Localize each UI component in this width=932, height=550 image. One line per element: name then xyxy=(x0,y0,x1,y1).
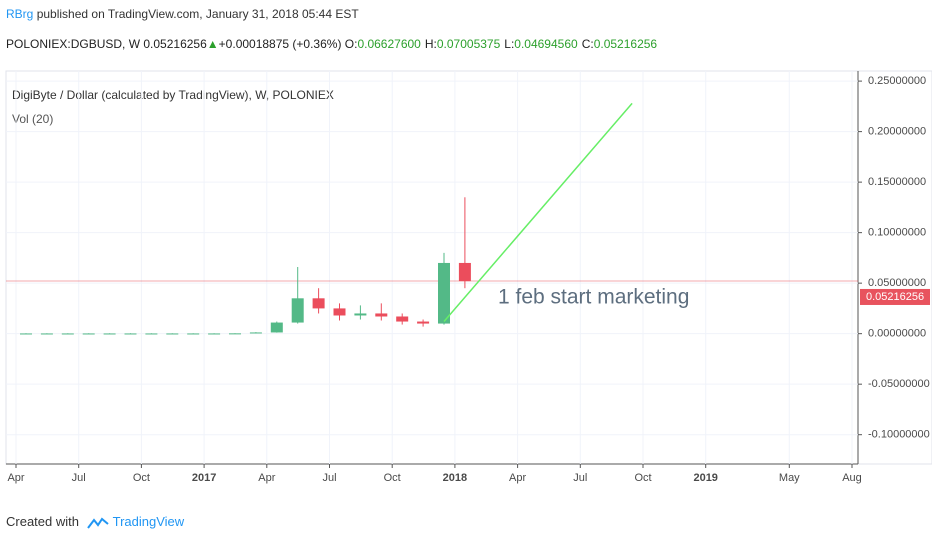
brand[interactable]: TradingView xyxy=(112,514,185,529)
ohlc-label: O: xyxy=(344,37,358,51)
candle-body xyxy=(20,333,32,335)
arrow: ▲ xyxy=(206,37,219,51)
ohlc-label: H: xyxy=(424,37,437,51)
last-price-box xyxy=(860,288,930,305)
candle-body xyxy=(291,298,304,323)
y-tick-label: 0.00000000 xyxy=(868,328,926,340)
y-tick-label: 0.25000000 xyxy=(868,75,926,87)
candle-body xyxy=(208,333,221,335)
annotation: 1 feb start marketing xyxy=(498,286,689,309)
symbol: POLONIEX:DGBUSD, W xyxy=(6,37,141,51)
candle-body xyxy=(40,333,53,335)
chart: DigiByte / Dollar (calculated by Trading… xyxy=(5,70,932,484)
footer: Created with TradingView xyxy=(6,514,184,530)
ohlc-value: 0.05216256 xyxy=(593,37,658,51)
trend-line xyxy=(443,102,633,323)
candle-body xyxy=(375,313,388,317)
x-tick-label: Oct xyxy=(384,472,401,484)
candle-body xyxy=(187,333,200,335)
candle-body xyxy=(229,333,241,335)
candle-body xyxy=(333,308,346,316)
x-tick-label: Apr xyxy=(509,472,526,484)
ohlc-label: C: xyxy=(581,37,594,51)
candle-body xyxy=(312,298,325,309)
x-tick-label: Oct xyxy=(634,472,651,484)
y-tick-label: 0.20000000 xyxy=(868,126,926,138)
candle-body xyxy=(417,321,430,324)
x-tick-label: Jul xyxy=(573,472,587,484)
ohlc-value: 0.06627600 xyxy=(357,37,421,51)
x-tick-label: Jul xyxy=(322,472,336,484)
logo xyxy=(86,517,109,529)
x-tick-label: Jul xyxy=(72,472,86,484)
y-tick-label: 0.10000000 xyxy=(868,227,926,239)
x-tick-label: May xyxy=(779,472,800,484)
created-with: Created with xyxy=(6,514,79,529)
candle-body xyxy=(249,332,262,334)
x-tick-label: 2018 xyxy=(443,472,467,484)
x-tick-label: 2017 xyxy=(192,472,216,484)
candle-body xyxy=(103,333,116,335)
published: published on TradingView.com, January 31… xyxy=(36,7,359,21)
x-tick-label: Apr xyxy=(258,472,275,484)
ohlc-label: L: xyxy=(504,37,515,51)
x-tick-label: Apr xyxy=(7,472,24,484)
ohlc: O:0.06627600 H:0.07005375 L:0.04694560 C:0.… xyxy=(345,37,657,51)
ohlc-value: 0.07005375 xyxy=(436,37,501,51)
last-price-label: 0.05216256 xyxy=(866,291,924,303)
candle-body xyxy=(82,333,95,335)
y-tick-label: 0.05000000 xyxy=(868,277,926,289)
y-tick-label: 0.15000000 xyxy=(868,176,926,188)
publish-line: RBrg published on TradingView.com, Janua… xyxy=(6,7,359,21)
candle-body xyxy=(354,313,367,316)
ohlc-value: 0.04694560 xyxy=(514,37,578,51)
candle-body xyxy=(270,322,283,333)
chart-title: DigiByte / Dollar (calculated by Trading… xyxy=(12,88,334,102)
price: 0.05216256 xyxy=(143,37,207,51)
x-tick-label: Aug xyxy=(842,472,862,484)
ticker-line: POLONIEX:DGBUSD, W 0.05216256▲+0.0001887… xyxy=(6,37,657,51)
x-tick-label: Oct xyxy=(133,472,150,484)
candle-body xyxy=(166,333,179,335)
candle-body xyxy=(145,333,158,335)
volume-label: Vol (20) xyxy=(12,112,53,126)
change: +0.00018875 (+0.36%) xyxy=(218,37,342,51)
candle-body xyxy=(438,262,450,324)
x-tick-label: 2019 xyxy=(693,472,717,484)
candle-body xyxy=(396,316,409,322)
candle-body xyxy=(458,262,471,282)
candle-body xyxy=(124,333,137,335)
y-tick-label: -0.05000000 xyxy=(868,378,930,390)
candle-body xyxy=(61,333,74,335)
y-tick-label: -0.10000000 xyxy=(868,429,930,441)
author[interactable]: RBrg xyxy=(6,7,34,21)
